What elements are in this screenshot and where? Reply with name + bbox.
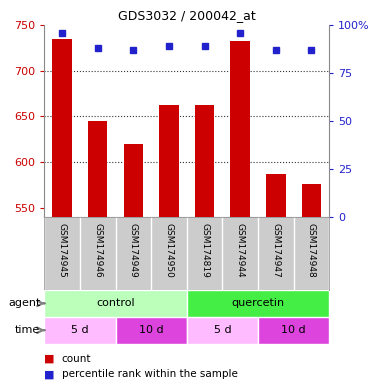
Text: quercetin: quercetin (231, 298, 285, 308)
Text: GSM174950: GSM174950 (164, 223, 173, 278)
Text: agent: agent (8, 298, 40, 308)
Text: control: control (96, 298, 135, 308)
Bar (195, 104, 214, 217)
Bar (230, 40, 250, 217)
Text: ■: ■ (44, 369, 55, 379)
Text: percentile rank within the sample: percentile rank within the sample (62, 369, 238, 379)
Bar (52, 39, 72, 217)
Bar (301, 184, 321, 217)
Text: 10 d: 10 d (139, 325, 163, 335)
Text: 5 d: 5 d (214, 325, 231, 335)
Bar (88, 121, 107, 217)
Text: GSM174946: GSM174946 (93, 223, 102, 278)
Text: ■: ■ (44, 354, 55, 364)
Bar (44, 290, 187, 317)
Text: time: time (15, 325, 40, 335)
Text: 10 d: 10 d (281, 325, 306, 335)
Text: GSM174949: GSM174949 (129, 223, 138, 278)
Text: GSM174947: GSM174947 (271, 223, 280, 278)
Bar (266, 174, 286, 217)
Bar (124, 144, 143, 217)
Text: count: count (62, 354, 91, 364)
Bar (258, 317, 329, 344)
Bar (187, 317, 258, 344)
Bar (187, 290, 329, 317)
Text: GSM174819: GSM174819 (200, 223, 209, 278)
Text: 5 d: 5 d (71, 325, 89, 335)
Bar (44, 317, 116, 344)
Bar (116, 317, 187, 344)
Text: GSM174945: GSM174945 (58, 223, 67, 278)
Title: GDS3032 / 200042_at: GDS3032 / 200042_at (118, 9, 256, 22)
Bar (159, 104, 179, 217)
Text: GSM174944: GSM174944 (236, 223, 244, 277)
Text: GSM174948: GSM174948 (307, 223, 316, 278)
